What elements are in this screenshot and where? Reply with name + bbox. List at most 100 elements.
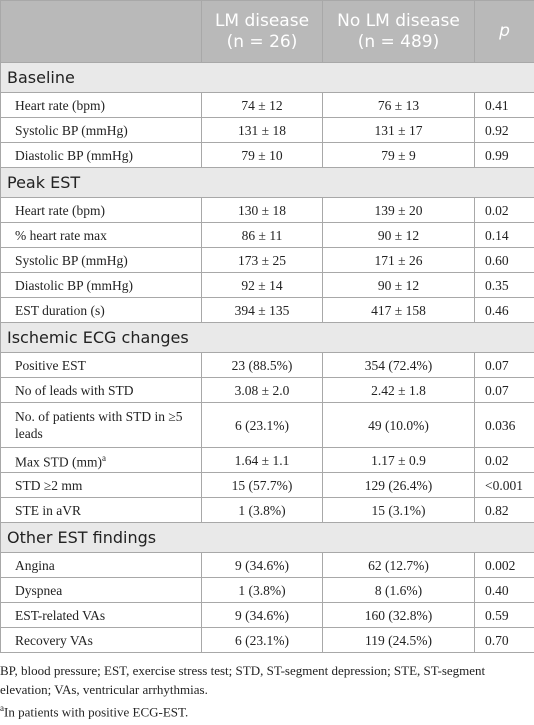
cell-text: Diastolic BP (mmHg) <box>15 277 133 293</box>
cell-text: 0.036 <box>485 417 516 433</box>
cell: Max STD (mm)a <box>0 447 202 473</box>
cell: 173 ± 25 <box>201 247 323 273</box>
cell: 6 (23.1%) <box>201 402 323 448</box>
footnote-mark: a <box>0 703 4 713</box>
header-row: LM disease (n = 26) No LM disease (n = 489)… <box>0 0 534 63</box>
footnote-mark: a <box>102 452 106 463</box>
cell: 23 (88.5%) <box>201 352 323 378</box>
cell: 119 (24.5%) <box>322 627 475 653</box>
section-title: Peak EST <box>0 167 534 198</box>
section-row: Baseline <box>0 62 534 93</box>
data-row: No of leads with STD 3.08 ± 2.0 2.42 ± 1.8… <box>0 377 534 403</box>
cell: 139 ± 20 <box>322 197 475 223</box>
header-cell: p <box>474 0 534 63</box>
cell-text: 173 ± 25 <box>238 252 286 268</box>
cell-text: 354 (72.4%) <box>364 357 433 373</box>
cell-text: Systolic BP (mmHg) <box>15 122 128 138</box>
cell-text: 0.99 <box>485 147 509 163</box>
data-row: Heart rate (bpm) 130 ± 18 139 ± 20 0.02 <box>0 197 534 223</box>
cell-text: Dyspnea <box>15 582 63 598</box>
cell-text: 76 ± 13 <box>377 97 420 113</box>
data-row: Diastolic BP (mmHg) 79 ± 10 79 ± 9 0.99 <box>0 142 534 168</box>
data-row: EST duration (s) 394 ± 135 417 ± 158 0.46 <box>0 297 534 323</box>
cell-text: 1.17 ± 0.9 <box>371 452 426 468</box>
footnotes: BP, blood pressure; EST, exercise stress… <box>0 653 534 721</box>
data-row: EST-related VAs 9 (34.6%) 160 (32.8%) 0.59 <box>0 602 534 628</box>
cell: 1 (3.8%) <box>201 577 323 603</box>
cell-text: 0.41 <box>485 97 509 113</box>
cell-text: 8 (1.6%) <box>374 582 423 598</box>
cell: 15 (3.1%) <box>322 497 475 523</box>
cell-text: 49 (10.0%) <box>368 417 429 433</box>
cell: <0.001 <box>474 472 534 498</box>
cell: 0.46 <box>474 297 534 323</box>
footnote-text: In patients with positive ECG-EST. <box>4 704 189 720</box>
footnote: aIn patients with positive ECG-EST. <box>0 699 532 721</box>
cell: 0.92 <box>474 117 534 143</box>
cell: 0.99 <box>474 142 534 168</box>
cell-text: 0.07 <box>485 357 509 373</box>
cell: 130 ± 18 <box>201 197 323 223</box>
cell-text: 0.02 <box>485 452 509 468</box>
data-row: Positive EST 23 (88.5%) 354 (72.4%) 0.07 <box>0 352 534 378</box>
cell-text: 0.40 <box>485 582 509 598</box>
header-subtext: (n = 489) <box>357 31 440 52</box>
cell-text: No. of patients with STD in ≥5 leads <box>15 409 183 441</box>
cell: Recovery VAs <box>0 627 202 653</box>
section-title: Other EST findings <box>0 522 534 553</box>
cell-text: Heart rate (bpm) <box>15 97 105 113</box>
cell: 1.64 ± 1.1 <box>201 447 323 473</box>
cell: 160 (32.8%) <box>322 602 475 628</box>
cell-text: No of leads with STD <box>15 382 134 398</box>
data-row: Systolic BP (mmHg) 173 ± 25 171 ± 26 0.60 <box>0 247 534 273</box>
data-table: LM disease (n = 26) No LM disease (n = 489)… <box>0 0 534 653</box>
cell: Diastolic BP (mmHg) <box>0 142 202 168</box>
data-row: STE in aVR 1 (3.8%) 15 (3.1%) 0.82 <box>0 497 534 523</box>
cell-text: 394 ± 135 <box>234 302 290 318</box>
cell: Heart rate (bpm) <box>0 92 202 118</box>
cell: Heart rate (bpm) <box>0 197 202 223</box>
cell-text: 1.64 ± 1.1 <box>234 452 290 468</box>
cell-text: STD ≥2 mm <box>15 477 83 493</box>
cell: 8 (1.6%) <box>322 577 475 603</box>
cell: 0.60 <box>474 247 534 273</box>
cell: Positive EST <box>0 352 202 378</box>
header-text: p <box>499 21 510 41</box>
cell-text: EST-related VAs <box>15 607 106 623</box>
cell: 0.35 <box>474 272 534 298</box>
cell-text: 90 ± 12 <box>377 227 420 243</box>
data-row: Systolic BP (mmHg) 131 ± 18 131 ± 17 0.92 <box>0 117 534 143</box>
cell-text: 6 (23.1%) <box>235 632 289 648</box>
cell: Systolic BP (mmHg) <box>0 117 202 143</box>
cell-text: 0.82 <box>485 502 509 518</box>
cell: No of leads with STD <box>0 377 202 403</box>
cell: 0.002 <box>474 552 534 578</box>
cell-text: 92 ± 14 <box>241 277 283 293</box>
cell-text: 1 (3.8%) <box>238 502 286 518</box>
cell-text: 139 ± 20 <box>374 202 423 218</box>
data-row: STD ≥2 mm 15 (57.7%) 129 (26.4%) <0.001 <box>0 472 534 498</box>
cell-text: 0.35 <box>485 277 509 293</box>
cell-text: 15 (3.1%) <box>371 502 426 518</box>
cell: STD ≥2 mm <box>0 472 202 498</box>
cell-text: 23 (88.5%) <box>231 357 293 373</box>
cell-text: 9 (34.6%) <box>235 607 289 623</box>
data-row: Recovery VAs 6 (23.1%) 119 (24.5%) 0.70 <box>0 627 534 653</box>
cell: 9 (34.6%) <box>201 552 323 578</box>
cell: % heart rate max <box>0 222 202 248</box>
cell-text: 0.02 <box>485 202 509 218</box>
data-row: Dyspnea 1 (3.8%) 8 (1.6%) 0.40 <box>0 577 534 603</box>
cell: 79 ± 9 <box>322 142 475 168</box>
section-title: Baseline <box>0 62 534 93</box>
cell-text: 2.42 ± 1.8 <box>371 382 426 398</box>
section-row: Ischemic ECG changes <box>0 322 534 353</box>
cell: 9 (34.6%) <box>201 602 323 628</box>
header-text: No LM disease <box>337 10 460 31</box>
cell-text: 0.46 <box>485 302 509 318</box>
cell-text: 417 ± 158 <box>371 302 426 318</box>
cell-text: % heart rate max <box>15 227 107 243</box>
cell: 0.14 <box>474 222 534 248</box>
cell-text: 0.14 <box>485 227 509 243</box>
cell-text: 0.60 <box>485 252 509 268</box>
